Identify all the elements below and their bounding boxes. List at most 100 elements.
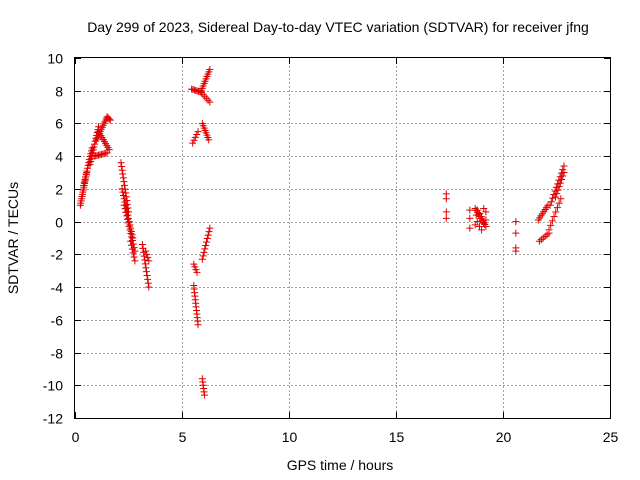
- data-point: [203, 235, 211, 243]
- data-point: [548, 217, 556, 225]
- y-tick-label: -2: [51, 247, 64, 263]
- data-point: [552, 208, 560, 216]
- data-point: [547, 221, 555, 229]
- data-point: [124, 219, 132, 227]
- data-point: [512, 229, 520, 237]
- data-point: [117, 159, 125, 167]
- y-tick-label: 6: [55, 116, 63, 132]
- data-point: [127, 241, 135, 249]
- data-point: [83, 167, 91, 175]
- data-point: [122, 208, 130, 216]
- data-point: [128, 245, 136, 253]
- data-point: [442, 195, 450, 203]
- data-point: [546, 201, 554, 209]
- data-point: [478, 213, 486, 221]
- data-point: [120, 178, 128, 186]
- y-tick-label: -6: [51, 313, 64, 329]
- data-point: [553, 204, 561, 212]
- x-tick-label: 10: [282, 429, 298, 445]
- data-point: [478, 226, 486, 234]
- x-tick-label: 25: [603, 429, 619, 445]
- x-tick-label: 0: [72, 429, 80, 445]
- data-point: [127, 237, 135, 245]
- data-point: [206, 98, 214, 106]
- data-point: [202, 238, 210, 246]
- data-point: [554, 186, 562, 194]
- data-point: [206, 224, 214, 232]
- data-point: [202, 241, 210, 249]
- x-tick-label: 5: [179, 429, 187, 445]
- data-point: [145, 257, 153, 265]
- data-point: [560, 169, 568, 177]
- data-point: [466, 224, 474, 232]
- data-point: [80, 179, 88, 187]
- data-point: [512, 218, 520, 226]
- y-tick-label: -4: [51, 280, 64, 296]
- data-point: [559, 172, 567, 180]
- data-point: [480, 205, 488, 213]
- ticks: 0 5 10 15 20 25 -12 -10 -8 -6 -4 -2 0 2 4 6 8 10: [43, 51, 619, 446]
- data-point: [81, 176, 89, 184]
- y-tick-label: 4: [55, 149, 63, 165]
- data-point: [120, 195, 128, 203]
- data-point: [545, 226, 553, 234]
- y-tick-label: -12: [43, 411, 63, 427]
- data-point: [125, 222, 133, 230]
- y-tick-label: -8: [51, 346, 64, 362]
- data-point: [198, 255, 206, 263]
- data-point: [559, 166, 567, 174]
- data-point: [82, 170, 90, 178]
- data-point: [541, 232, 549, 240]
- data-point: [555, 183, 563, 191]
- data-point: [199, 252, 207, 260]
- data-point: [142, 247, 150, 255]
- data-point: [105, 115, 113, 123]
- data-point: [118, 163, 126, 171]
- data-point: [442, 208, 450, 216]
- data-point: [466, 206, 474, 214]
- data-point: [557, 195, 565, 203]
- data-point: [142, 268, 150, 276]
- data-point: [128, 233, 136, 241]
- data-point: [558, 176, 566, 184]
- data-point: [128, 237, 136, 245]
- data-point: [442, 214, 450, 222]
- data-point: [193, 131, 201, 138]
- x-axis-label: GPS time / hours: [287, 457, 394, 473]
- data-point: [144, 254, 152, 262]
- data-point: [194, 321, 202, 329]
- data-point: [560, 162, 568, 170]
- data-point: [86, 160, 94, 168]
- data-point: [121, 205, 129, 213]
- grid: [75, 58, 610, 418]
- data-point: [205, 136, 213, 144]
- data-point: [205, 228, 213, 236]
- data-point: [539, 234, 547, 242]
- data-point: [131, 257, 139, 265]
- data-point: [193, 268, 201, 276]
- data-point: [89, 149, 97, 157]
- data-point: [118, 185, 126, 193]
- data-point: [543, 231, 551, 239]
- data-point: [84, 161, 92, 169]
- data-point: [144, 275, 152, 283]
- y-tick-label: 2: [55, 182, 63, 198]
- data-point: [123, 212, 131, 220]
- data-point: [120, 191, 128, 199]
- data-points: [76, 65, 568, 399]
- data-point: [120, 201, 128, 209]
- data-point: [91, 140, 99, 148]
- data-point: [482, 216, 490, 224]
- data-point: [82, 173, 90, 181]
- data-point: [535, 237, 543, 245]
- x-tick-label: 20: [496, 429, 512, 445]
- data-point: [472, 211, 480, 219]
- plot-area-border: [74, 57, 611, 419]
- data-point: [143, 271, 151, 279]
- data-point: [471, 221, 479, 229]
- data-point: [87, 157, 95, 165]
- data-point: [119, 188, 127, 196]
- data-point: [191, 133, 199, 141]
